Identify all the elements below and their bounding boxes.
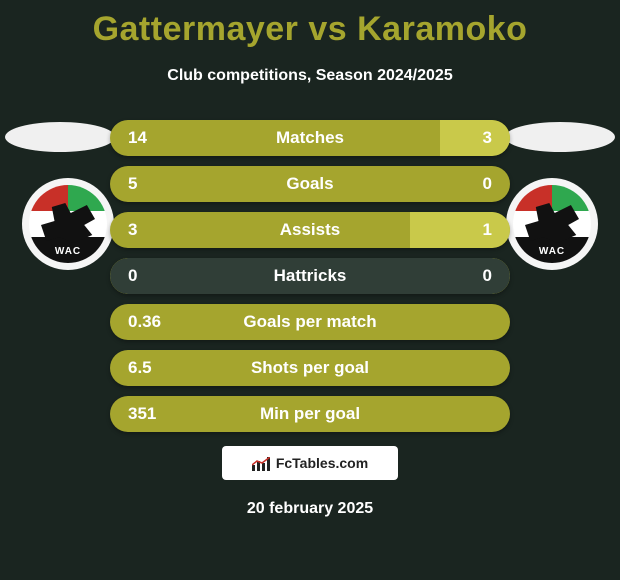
stat-right-value: 0 — [483, 174, 492, 194]
stat-right-value: 1 — [483, 220, 492, 240]
stat-label: Goals — [110, 174, 510, 194]
player-right-photo — [505, 122, 615, 152]
bar-chart-icon — [252, 455, 270, 471]
stat-label: Matches — [110, 128, 510, 148]
stat-label: Hattricks — [110, 266, 510, 286]
stats-bars: 14Matches35Goals03Assists10Hattricks00.3… — [110, 120, 510, 442]
club-badge-right: WAC — [506, 178, 598, 270]
stat-label: Assists — [110, 220, 510, 240]
stat-row: 6.5Shots per goal — [110, 350, 510, 386]
stat-label: Shots per goal — [110, 358, 510, 378]
stat-label: Goals per match — [110, 312, 510, 332]
date-text: 20 february 2025 — [0, 500, 620, 518]
stat-right-value: 0 — [483, 266, 492, 286]
stat-label: Min per goal — [110, 404, 510, 424]
stat-row: 0Hattricks0 — [110, 258, 510, 294]
logo-text: FcTables.com — [276, 455, 368, 471]
subtitle: Club competitions, Season 2024/2025 — [0, 67, 620, 85]
wac-crest-icon: WAC — [513, 185, 591, 263]
stat-row: 351Min per goal — [110, 396, 510, 432]
stat-right-value: 3 — [483, 128, 492, 148]
stat-row: 3Assists1 — [110, 212, 510, 248]
player-left-photo — [5, 122, 115, 152]
wac-crest-icon: WAC — [29, 185, 107, 263]
fctables-logo[interactable]: FcTables.com — [222, 446, 398, 480]
stat-row: 0.36Goals per match — [110, 304, 510, 340]
page-title: Gattermayer vs Karamoko — [0, 0, 620, 49]
stat-row: 5Goals0 — [110, 166, 510, 202]
club-badge-left: WAC — [22, 178, 114, 270]
stat-row: 14Matches3 — [110, 120, 510, 156]
